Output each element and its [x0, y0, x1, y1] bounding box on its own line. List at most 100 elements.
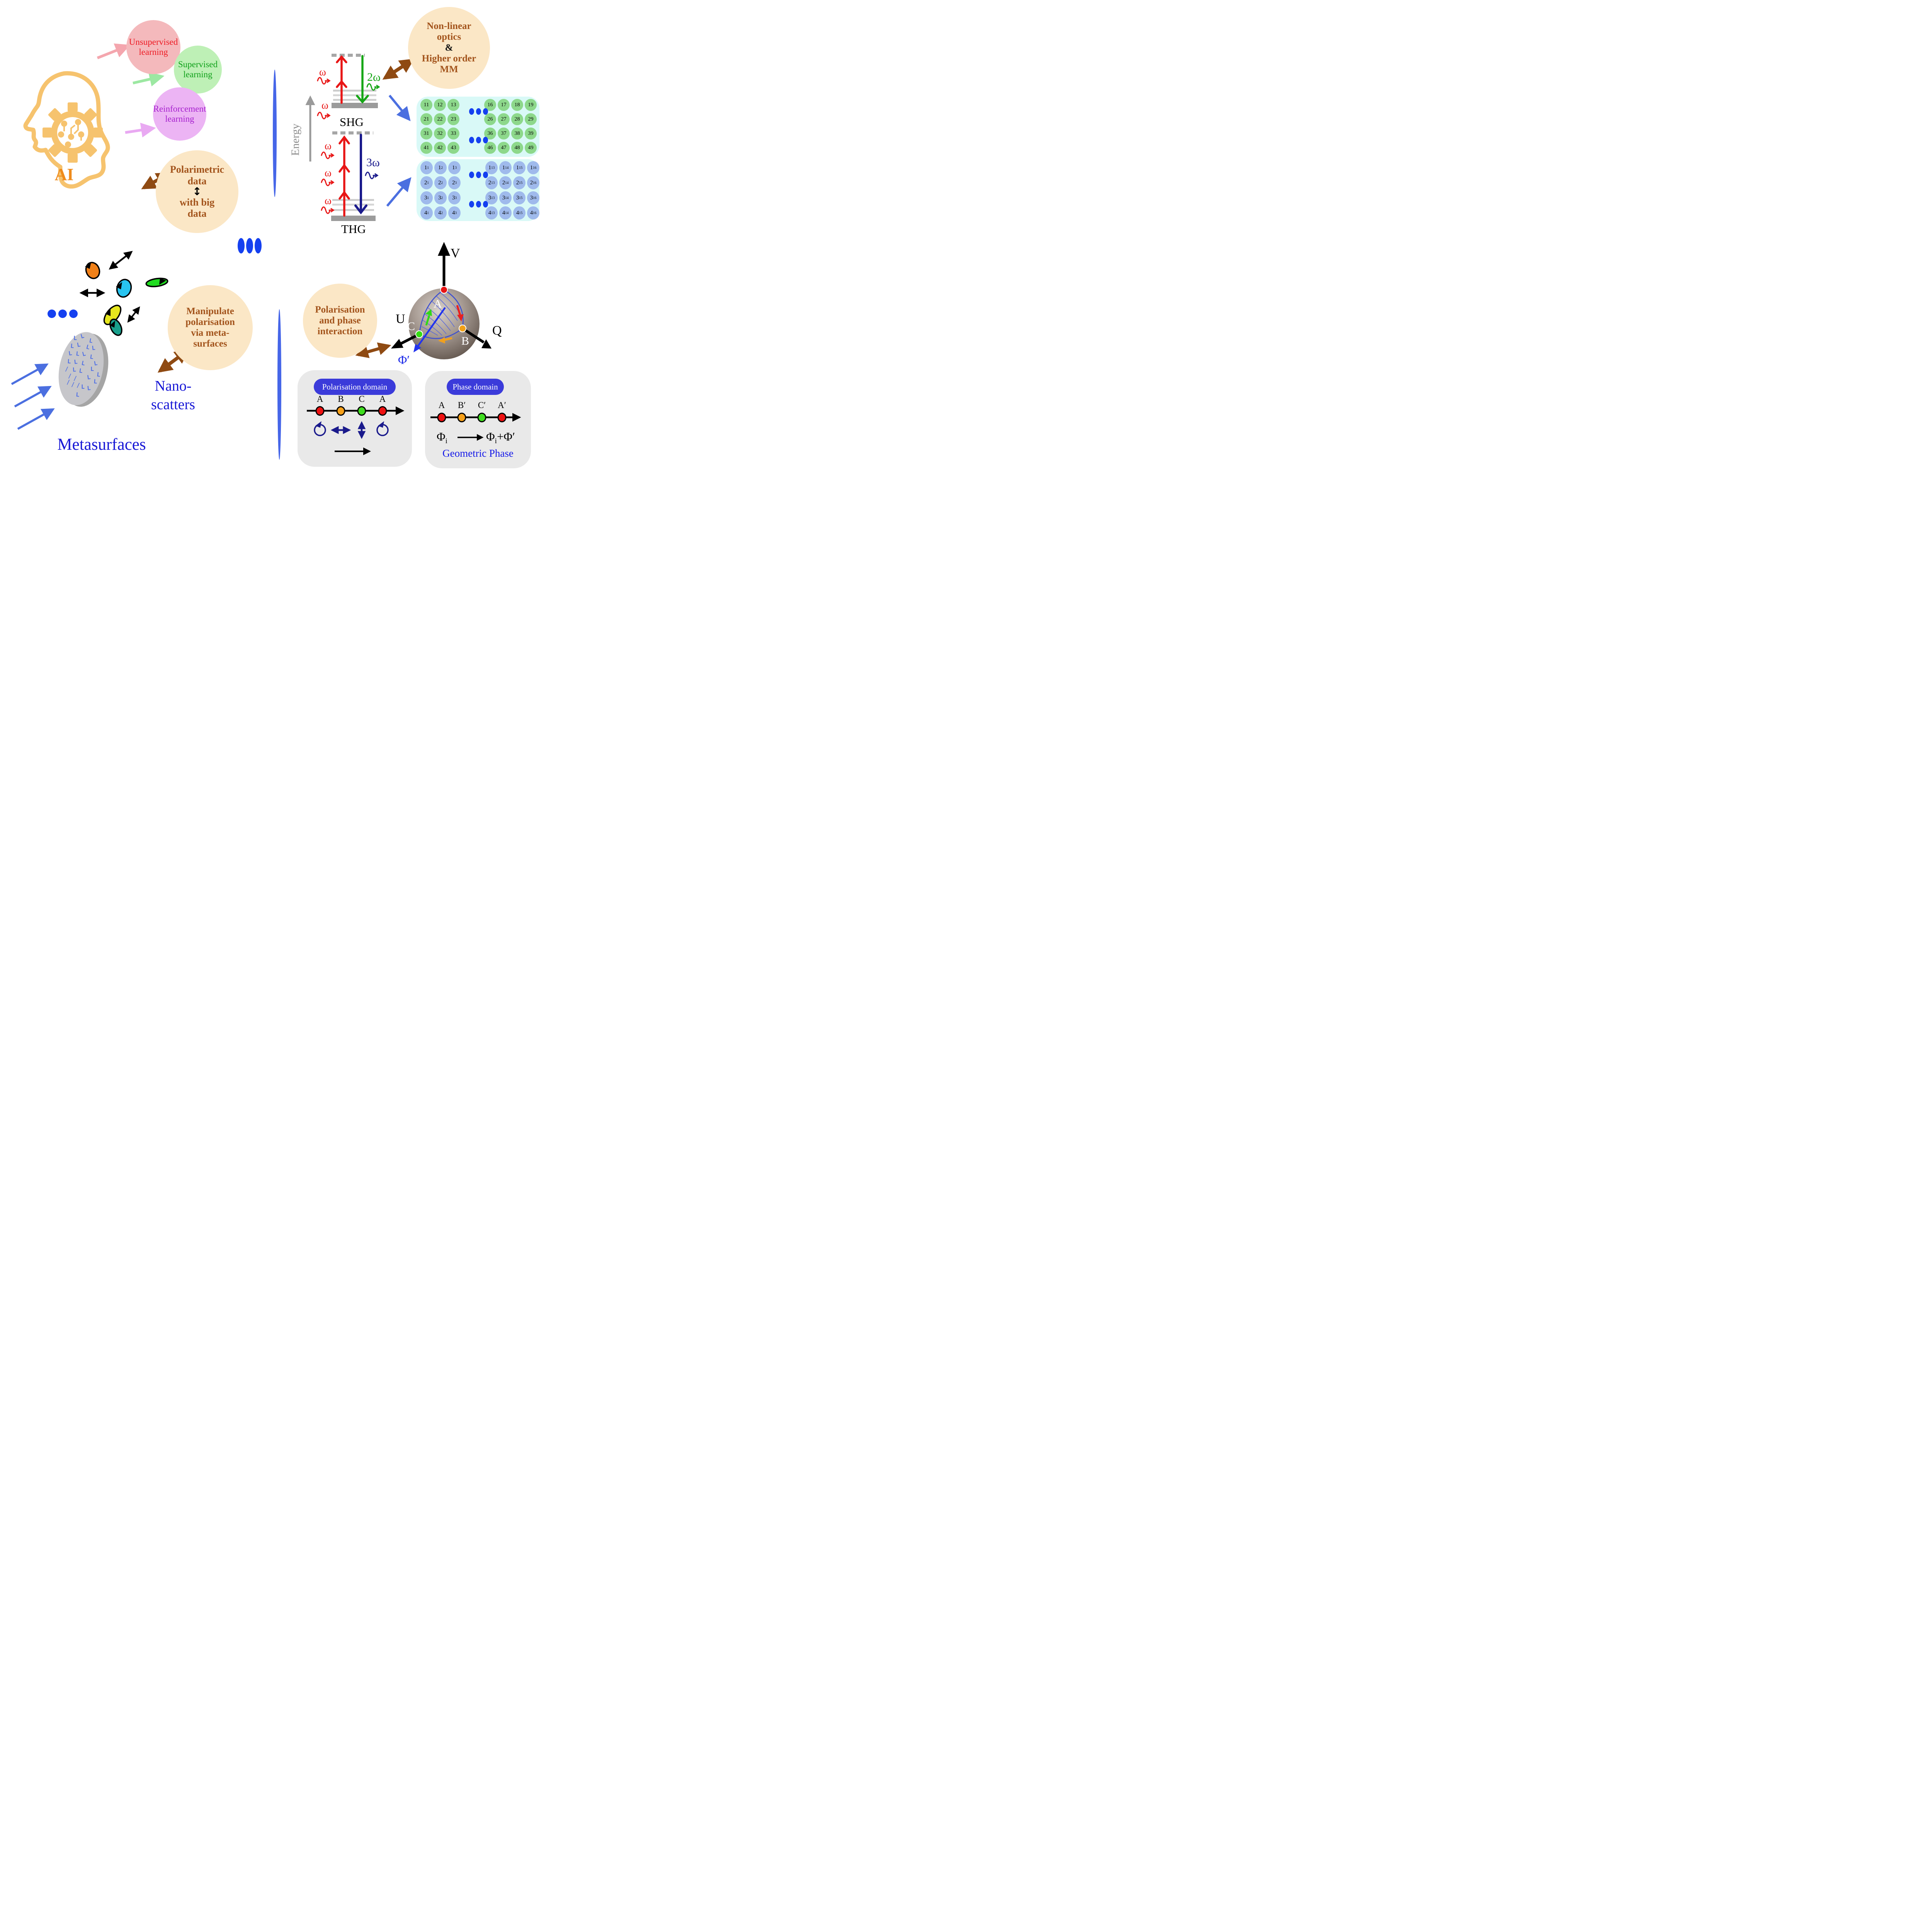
svg-text:L: L	[87, 384, 91, 392]
link-shg-nonlinear-arrow	[382, 58, 415, 80]
blue-matrix-row: 3 1 3 2 3 3 3 13 3 14 3 15 3 16	[420, 191, 539, 204]
thg-ground-level	[331, 216, 376, 221]
elliptical-pol-green-icon	[145, 277, 168, 287]
mueller-element: 23	[447, 113, 459, 125]
nlo-line4: MM	[440, 64, 458, 75]
point-c-label: C	[407, 320, 415, 333]
domain-point-dot	[336, 406, 345, 416]
phi-prime-arrow	[413, 307, 446, 352]
arrow-to-unsupervised	[97, 43, 131, 60]
mueller-element: 29	[525, 113, 537, 125]
mueller-element: 46	[484, 142, 496, 154]
phi-symbol: Φ	[486, 430, 495, 443]
circular-pol-icon	[314, 421, 326, 436]
svg-text:L: L	[68, 350, 72, 357]
thg-omega3-label: ω	[325, 195, 332, 206]
domain-point-label: A′	[498, 400, 506, 410]
updown-arrow-icon: ↕	[192, 185, 202, 198]
elliptical-pol-yellow-icon	[103, 304, 122, 325]
reinforcement-learning-circle: Reinforcement learning	[153, 87, 206, 141]
path-arrow-red-icon	[456, 305, 464, 321]
mueller-element: 33	[447, 128, 459, 139]
ai-label: AI	[54, 165, 74, 184]
shg-emission-label: 2ω	[367, 71, 381, 83]
higher-order-element: 1 15	[513, 161, 526, 174]
thg-emission-label: 3ω	[366, 156, 380, 169]
mueller-element: 48	[511, 142, 523, 154]
higher-order-element: 1 13	[485, 161, 498, 174]
point-b-label: B	[461, 335, 469, 347]
mueller-element: 28	[511, 113, 523, 125]
higher-order-element: 1 14	[499, 161, 512, 174]
ellipsis-dots-icon	[469, 137, 488, 143]
higher-order-element: 4 13	[485, 206, 498, 219]
axis-v-arrowhead-icon	[438, 242, 450, 256]
mueller-element: 18	[511, 99, 523, 111]
higher-order-element: 2 14	[499, 176, 512, 189]
mueller-element: 22	[434, 113, 446, 125]
geometric-phase-caption: Geometric Phase	[442, 447, 514, 459]
higher-order-element: 4 15	[513, 206, 526, 219]
phi-suffix: +Φ′	[497, 430, 515, 443]
phi-symbol: Φ	[437, 430, 446, 443]
mueller-element: 38	[511, 128, 523, 139]
axis-u-line	[397, 333, 420, 347]
divider-bottom-icon	[277, 309, 281, 460]
phi-subscript: i	[495, 437, 497, 446]
phi-prime-label: Φ′	[398, 353, 410, 367]
manip-line1: Manipulate	[186, 306, 234, 316]
svg-text:L: L	[70, 342, 75, 350]
domain-point-label: C′	[478, 400, 486, 410]
mueller-element: 47	[498, 142, 510, 154]
arrow-to-supervised	[133, 72, 165, 87]
blue-matrix: 1 1 1 2 1 3 1 13 1 14 1 15 1 16 2 1 2 2 2 3 2 13 2 14 2 15 2 16 3 1 3 2…	[417, 159, 539, 221]
linear-pol-diagonal-icon	[109, 251, 133, 270]
manipulate-polarisation-circle: Manipulate polarisation via meta- surfac…	[168, 285, 253, 370]
svg-text:L: L	[73, 335, 77, 342]
nano-scatters-label: Nano- scatters	[142, 377, 204, 414]
shg-label: SHG	[339, 115, 364, 129]
svg-text:L: L	[81, 383, 85, 390]
unsupervised-line2: learning	[139, 47, 168, 57]
polarisation-states-cluster	[48, 251, 168, 336]
mueller-element: 39	[525, 128, 537, 139]
domain-point-label: A	[438, 400, 445, 410]
path-arrow-orange-icon	[438, 337, 452, 344]
ai-head-icon	[23, 71, 110, 189]
center-ellipsis-dots	[238, 238, 262, 253]
photon-squiggle-icon	[366, 83, 380, 91]
mueller-element: 42	[434, 142, 446, 154]
figure-canvas: AI Unsupervised learning Supervised lear…	[0, 0, 556, 470]
domain-point-dot	[357, 406, 366, 416]
phase-domain-panel: Phase domain A B′ C′ A′ Φi Φi+Φ′ Geometric …	[425, 371, 531, 468]
green-matrix-row: 41 42 43 46 47 48 49	[420, 142, 537, 154]
higher-order-element: 3 16	[527, 191, 539, 204]
polarimetric-line4: data	[187, 208, 207, 219]
thg-label: THG	[341, 222, 366, 236]
svg-text:/: /	[77, 382, 80, 389]
elliptical-pol-cyan-icon	[116, 279, 132, 298]
blue-matrix-row: 2 1 2 2 2 3 2 13 2 14 2 15 2 16	[420, 176, 539, 189]
phase-domain-points: A B′ C′ A′	[425, 371, 531, 468]
shg-omega2-label: ω	[321, 99, 328, 111]
svg-text:L: L	[77, 341, 81, 349]
polarimetric-line2: data	[187, 175, 207, 187]
mueller-element: 26	[484, 113, 496, 125]
svg-text:L: L	[67, 358, 71, 365]
svg-text:L: L	[92, 344, 96, 352]
thg-omega2-label: ω	[325, 167, 332, 179]
domain-point-label: B′	[457, 400, 466, 410]
domain-point-dot	[477, 413, 486, 422]
supervised-learning-circle: Supervised learning	[174, 46, 222, 94]
svg-text:L: L	[89, 353, 94, 361]
mueller-element: 43	[447, 142, 459, 154]
point-c-dot	[415, 330, 423, 338]
polarimetric-data-circle: Polarimetric data ↕ with big data	[156, 150, 238, 233]
